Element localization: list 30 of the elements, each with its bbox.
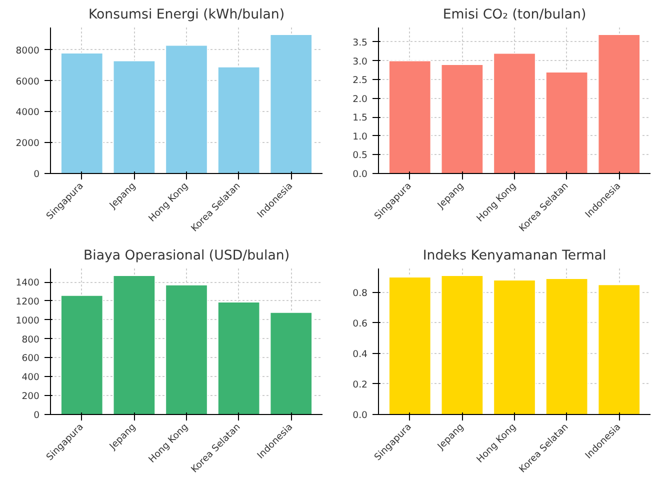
y-tick-label: 0.6	[352, 318, 368, 330]
y-tick-label: 6000	[16, 76, 40, 88]
y-tick-label: 2.0	[352, 94, 368, 105]
y-tick-label: 0.2	[352, 379, 368, 390]
chart-title: Emisi CO₂ (ton/bulan)	[442, 8, 586, 22]
y-tick-label: 0	[34, 410, 40, 421]
y-tick-label: 0	[34, 169, 40, 180]
y-tick-label: 0.8	[352, 288, 368, 299]
chart-title: Biaya Operasional (USD/bulan)	[83, 248, 290, 264]
y-tick-label: 400	[22, 372, 40, 384]
y-tick-label: 600	[22, 353, 40, 364]
y-tick-label: 8000	[16, 45, 40, 56]
y-tick-label: 3.0	[352, 56, 368, 68]
y-tick-label: 1.5	[352, 112, 368, 124]
y-tick-label: 800	[22, 334, 40, 346]
chart-title: Konsumsi Energi (kWh/bulan)	[88, 8, 285, 22]
chart-title: Indeks Kenyamanan Termal	[422, 248, 606, 264]
y-tick-label: 1200	[16, 296, 40, 308]
y-tick-label: 1.0	[352, 131, 368, 142]
y-tick-label: 200	[22, 391, 40, 402]
y-tick-label: 1000	[16, 315, 40, 326]
y-tick-label: 0.5	[352, 150, 368, 162]
y-tick-label: 3.5	[352, 37, 368, 48]
y-tick-label: 4000	[16, 107, 40, 118]
y-tick-label: 2000	[16, 138, 40, 150]
y-tick-label: 1400	[16, 278, 40, 289]
y-tick-label: 0.4	[352, 348, 368, 360]
y-tick-label: 0.0	[352, 410, 368, 421]
y-tick-label: 2.5	[352, 75, 368, 86]
y-tick-label: 0.0	[352, 169, 368, 180]
